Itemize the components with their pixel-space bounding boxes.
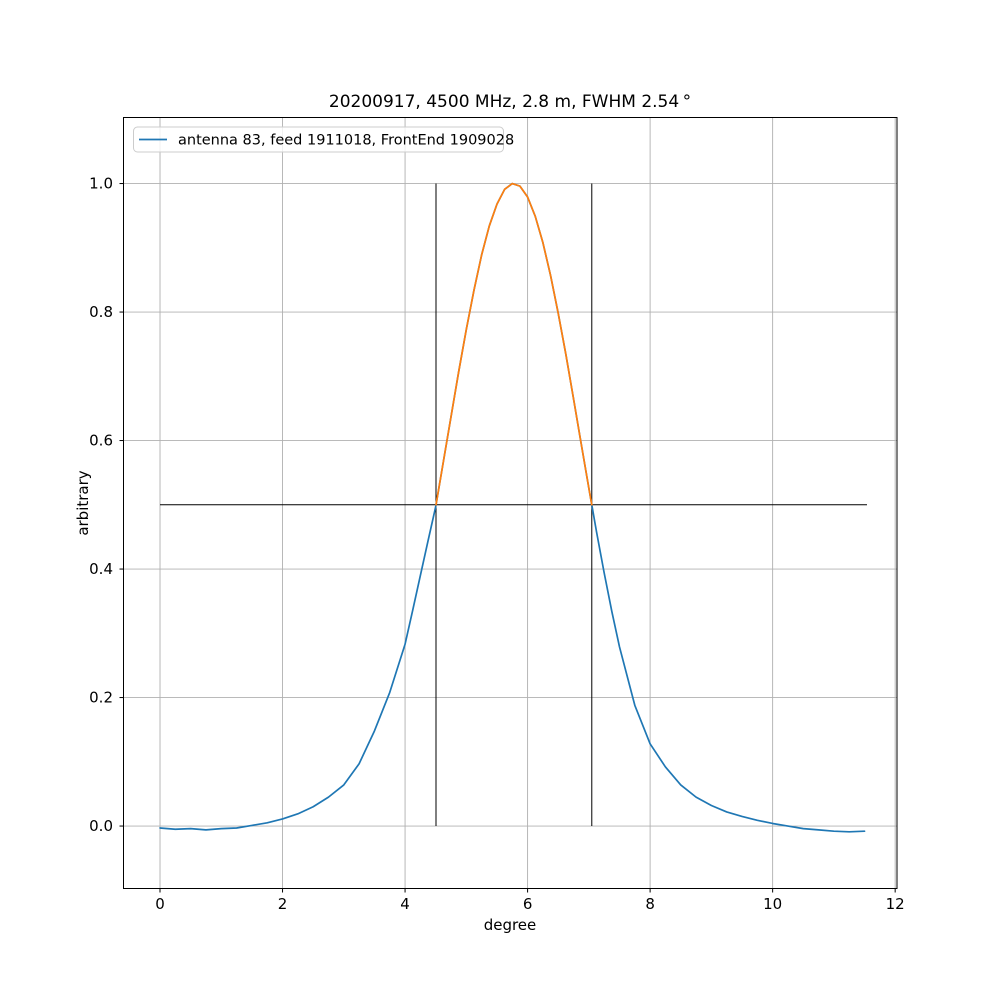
legend: antenna 83, feed 1911018, FrontEnd 19090… (133, 126, 514, 153)
y-tick-label: 0.0 (89, 817, 113, 835)
chart-title: 20200917, 4500 MHz, 2.8 m, FWHM 2.54 ° (329, 92, 691, 112)
half-max-highlight-curve (435, 182, 593, 506)
x-tick-label: 10 (763, 895, 782, 913)
y-tick-label: 0.2 (89, 689, 113, 707)
plot-area: 0 2 4 6 8 10 12 0.0 0.2 0.4 0.6 0.8 1.0 (89, 117, 905, 913)
y-tick-label: 0.8 (89, 303, 113, 321)
legend-entry-label: antenna 83, feed 1911018, FrontEnd 19090… (178, 133, 514, 149)
x-tick-label: 8 (645, 895, 655, 913)
x-tick-label: 6 (523, 895, 533, 913)
x-tick-label: 2 (278, 895, 288, 913)
y-axis-label: arbitrary (74, 470, 92, 535)
x-tick-label: 0 (155, 895, 165, 913)
y-tick-label: 0.4 (89, 560, 113, 578)
x-tick-label: 12 (886, 895, 905, 913)
axes-frame (123, 117, 898, 889)
x-tick-label: 4 (400, 895, 410, 913)
y-tick-label: 0.6 (89, 432, 113, 450)
y-tick-label: 1.0 (89, 175, 113, 193)
beam-curve (159, 182, 866, 833)
x-axis-label: degree (484, 916, 537, 934)
legend-box (133, 126, 504, 153)
